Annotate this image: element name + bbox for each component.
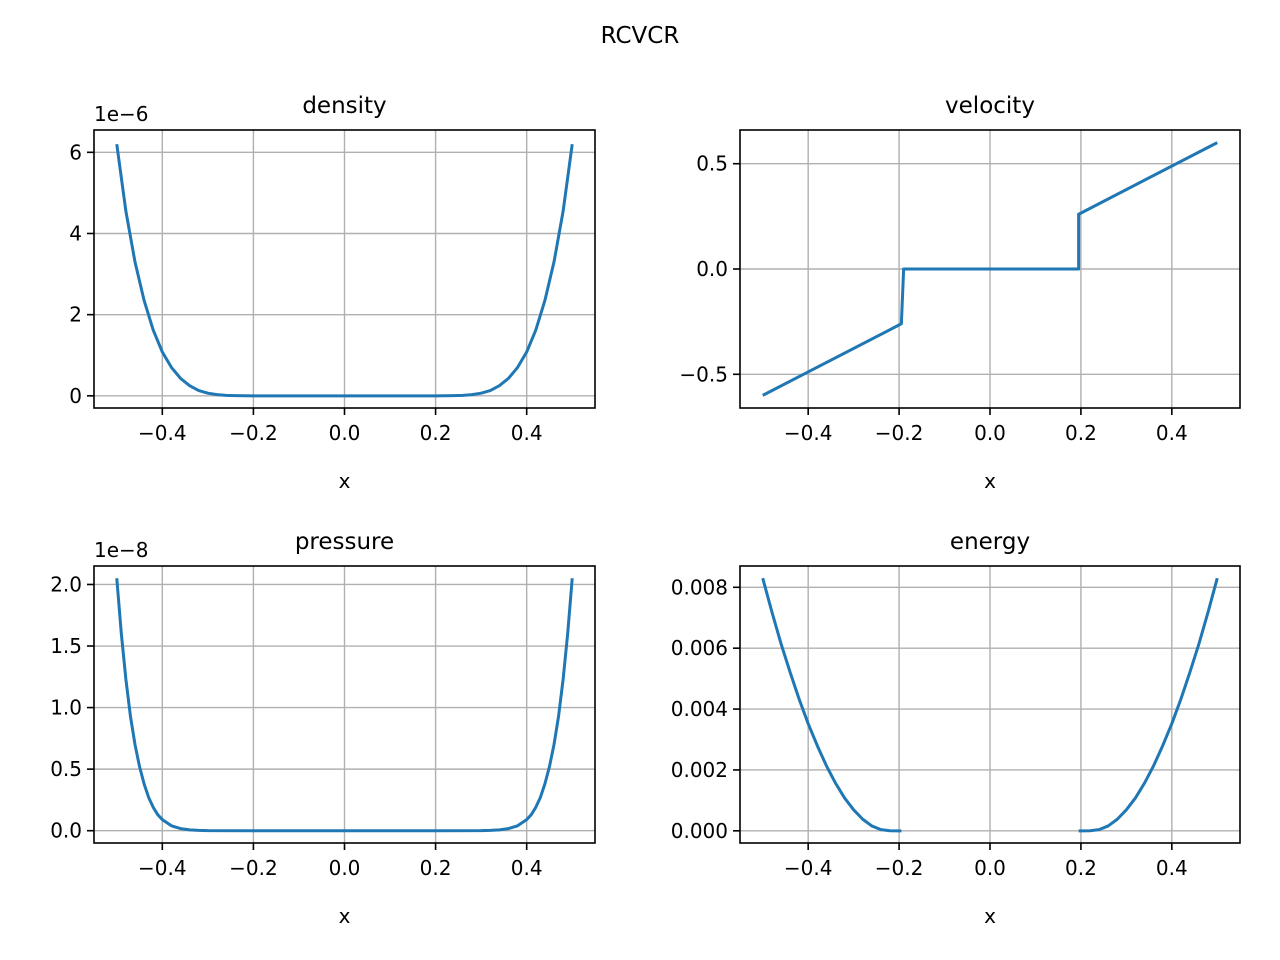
chart-energy-series-line-0 <box>761 577 902 833</box>
chart-energy-ytick-label-1: 0.002 <box>671 758 728 782</box>
chart-velocity-xtick-label-4: 0.4 <box>1156 421 1188 445</box>
chart-pressure-ytick-label-3: 1.5 <box>50 634 82 658</box>
chart-energy-title: energy <box>950 529 1030 555</box>
chart-velocity-title: velocity <box>945 93 1035 119</box>
chart-pressure-series-line-0 <box>115 578 574 833</box>
chart-velocity-ytick-label-2: 0.5 <box>696 152 728 176</box>
chart-energy-xtick-label-1: −0.2 <box>875 856 924 880</box>
chart-pressure-xtick-label-3: 0.2 <box>420 856 452 880</box>
chart-velocity-xtick-label-0: −0.4 <box>784 421 833 445</box>
chart-energy-ytick-label-4: 0.008 <box>671 575 728 599</box>
chart-pressure-xtick-label-2: 0.0 <box>329 856 361 880</box>
chart-energy-xtick-label-3: 0.2 <box>1065 856 1097 880</box>
chart-pressure-xtick-label-4: 0.4 <box>511 856 543 880</box>
chart-velocity-xtick-label-3: 0.2 <box>1065 421 1097 445</box>
chart-pressure-title: pressure <box>295 529 394 555</box>
chart-density-ytick-label-3: 6 <box>69 140 82 164</box>
chart-energy-xlabel: x <box>984 904 996 928</box>
chart-energy-xtick-label-0: −0.4 <box>784 856 833 880</box>
chart-energy-xtick-label-2: 0.0 <box>974 856 1006 880</box>
chart-density-xtick-label-3: 0.2 <box>420 421 452 445</box>
chart-density-xtick-label-0: −0.4 <box>138 421 187 445</box>
chart-density-ytick-label-2: 4 <box>69 221 82 245</box>
chart-density-xtick-label-2: 0.0 <box>329 421 361 445</box>
chart-velocity-xlabel: x <box>984 469 996 493</box>
chart-density-title: density <box>302 93 386 119</box>
chart-energy-xtick-label-4: 0.4 <box>1156 856 1188 880</box>
chart-pressure-xlabel: x <box>339 904 351 928</box>
chart-velocity-ytick-label-1: 0.0 <box>696 257 728 281</box>
chart-density-ytick-label-1: 2 <box>69 303 82 327</box>
chart-pressure-ytick-label-0: 0.0 <box>50 819 82 843</box>
chart-energy-ytick-label-3: 0.006 <box>671 636 728 660</box>
chart-density-xlabel: x <box>339 469 351 493</box>
chart-pressure: −0.4 −0.2 0.0 0.2 0.4 0.0 0.5 1.0 1.5 2.0 pressure… <box>50 529 596 928</box>
chart-density-offset-text: 1e−6 <box>94 102 149 126</box>
chart-energy: −0.4 −0.2 0.0 0.2 0.4 0.000 0.002 0.004 0.006 0.0… <box>671 529 1241 928</box>
chart-density-series-line-0 <box>115 143 574 398</box>
chart-velocity: −0.4 −0.2 0.0 0.2 0.4 −0.5 0.0 0.5 velocity x <box>679 93 1241 493</box>
chart-energy-ytick-label-2: 0.004 <box>671 697 728 721</box>
figure-suptitle: RCVCR <box>601 23 680 49</box>
chart-velocity-series-line-0 <box>762 141 1218 397</box>
chart-density: −0.4 −0.2 0.0 0.2 0.4 0 2 4 6 density x 1e−6 <box>69 93 596 493</box>
chart-pressure-ytick-label-4: 2.0 <box>50 572 82 596</box>
chart-energy-series-line-1 <box>1078 577 1219 833</box>
chart-pressure-offset-text: 1e−8 <box>94 538 149 562</box>
chart-density-xtick-label-4: 0.4 <box>511 421 543 445</box>
chart-density-ytick-label-0: 0 <box>69 384 82 408</box>
chart-velocity-xtick-label-1: −0.2 <box>875 421 924 445</box>
chart-density-xtick-label-1: −0.2 <box>229 421 278 445</box>
chart-energy-ytick-label-0: 0.000 <box>671 819 728 843</box>
chart-pressure-xtick-label-0: −0.4 <box>138 856 187 880</box>
chart-velocity-ytick-label-0: −0.5 <box>679 362 728 386</box>
chart-velocity-xtick-label-2: 0.0 <box>974 421 1006 445</box>
chart-pressure-ytick-label-2: 1.0 <box>50 696 82 720</box>
chart-pressure-ytick-label-1: 0.5 <box>50 757 82 781</box>
chart-pressure-xtick-label-1: −0.2 <box>229 856 278 880</box>
